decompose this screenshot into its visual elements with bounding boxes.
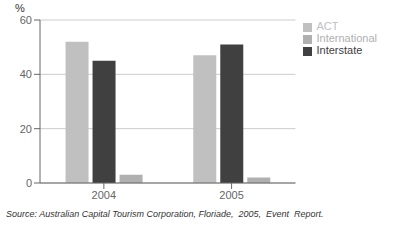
- html-text:Interstate: Interstate: [316, 44, 363, 56]
- html-text:ACT: ACT: [316, 20, 339, 32]
- html-text:International: International: [316, 32, 377, 44]
- svg-text:2005: 2005: [219, 189, 243, 201]
- svg-text:0: 0: [26, 177, 32, 189]
- svg-text:%: %: [15, 2, 25, 14]
- svg-text:60: 60: [20, 14, 32, 26]
- svg-text:2004: 2004: [92, 189, 116, 201]
- svg-text:20: 20: [20, 123, 32, 135]
- html-text:Source: Australian Capital Tou: Source: Australian Capital Tourism Corpo…: [6, 209, 324, 219]
- svg-text:40: 40: [20, 68, 32, 80]
